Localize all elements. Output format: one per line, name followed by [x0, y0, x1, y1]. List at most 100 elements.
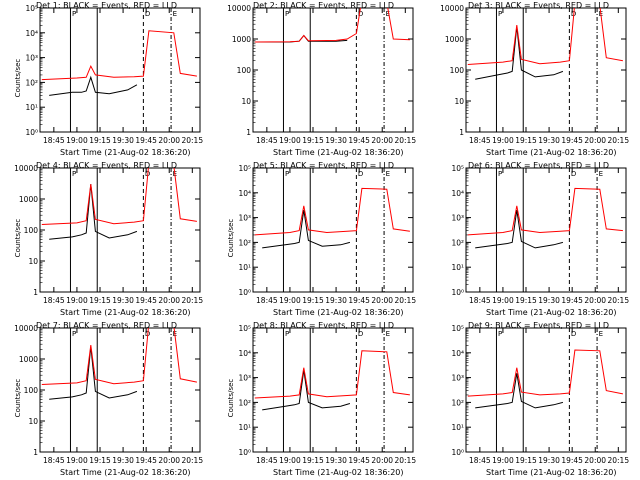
x-tick-label: 20:15 [607, 456, 629, 465]
x-tick-label: 19:30 [325, 136, 347, 145]
plot-frame [39, 7, 201, 133]
y-tick-label: 1 [33, 448, 38, 457]
y-tick-label: 10⁰ [451, 448, 464, 457]
x-tick-label: 19:00 [492, 296, 514, 305]
x-tick-label: 19:45 [561, 456, 583, 465]
x-tick-label: 19:00 [279, 136, 301, 145]
x-tick-label: 18:45 [256, 296, 278, 305]
y-tick-label: 10¹ [238, 423, 251, 432]
y-tick-label: 10⁰ [238, 288, 251, 297]
y-tick-label: 1000 [19, 195, 38, 204]
x-tick-label: 19:30 [325, 296, 347, 305]
y-tick-label: 10³ [451, 214, 464, 223]
x-tick-label: 19:15 [302, 136, 324, 145]
x-tick-label: 19:30 [538, 136, 560, 145]
panel-title: Det 3: BLACK = Events, RED = LLD [468, 1, 609, 10]
x-tick-label: 19:00 [66, 296, 88, 305]
y-tick-label: 10⁵ [25, 4, 38, 13]
x-axis-label: Start Time (21-Aug-02 18:36:20) [60, 468, 191, 477]
time-marker-label: E [386, 170, 390, 178]
y-tick-label: 10³ [25, 54, 38, 63]
x-tick-label: 19:30 [112, 456, 134, 465]
events-series-line [262, 210, 351, 249]
x-axis-label: Start Time (21-Aug-02 18:36:20) [486, 308, 617, 317]
x-tick-label: 19:15 [89, 296, 111, 305]
events-series-line [475, 373, 564, 409]
x-tick-label: 19:00 [66, 136, 88, 145]
y-tick-label: 10² [238, 238, 251, 247]
y-tick-label: 10⁵ [451, 164, 464, 173]
x-tick-label: 19:45 [561, 296, 583, 305]
x-tick-label: 20:15 [607, 136, 629, 145]
time-marker-label: P [72, 10, 76, 18]
x-tick-label: 19:00 [66, 456, 88, 465]
y-tick-label: 10⁰ [238, 448, 251, 457]
y-tick-label: 10 [28, 417, 38, 426]
events-series-line [475, 210, 564, 249]
lld-series-line [254, 8, 410, 43]
panel-title: Det 1: BLACK = Events, RED = LLD [36, 1, 177, 10]
time-marker-label: D [571, 170, 576, 178]
y-tick-label: 10³ [451, 374, 464, 383]
x-tick-label: 19:30 [112, 136, 134, 145]
x-tick-label: 18:45 [43, 136, 65, 145]
time-marker-label: E [173, 10, 177, 18]
y-tick-label: 10² [451, 398, 464, 407]
y-axis-label: Counts/sec [227, 218, 235, 258]
events-series-line [475, 26, 564, 80]
x-tick-label: 20:15 [394, 456, 416, 465]
detector-panel-8: 10⁰ 10¹ 10² 10³ 10⁴ 10⁵ 18:45 19:00 19:15 19:30 19… [213, 320, 426, 480]
x-tick-label: 20:00 [158, 456, 180, 465]
y-tick-label: 1000 [19, 355, 38, 364]
lld-series-line [41, 328, 197, 385]
time-marker-label: D [145, 10, 150, 18]
x-tick-label: 19:45 [348, 456, 370, 465]
time-marker-label: D [358, 10, 363, 18]
time-marker-label: E [599, 170, 603, 178]
x-tick-label: 20:15 [181, 136, 203, 145]
x-tick-label: 19:15 [302, 456, 324, 465]
chart-svg: 1 10 100 1000 10000 18:45 19:00 19:15 19:30 19:45… [14, 324, 203, 465]
y-tick-label: 10⁴ [451, 189, 464, 198]
lld-series-line [467, 8, 623, 65]
chart-svg: 1 10 100 1000 10000 18:45 19:00 19:15 19:30 19:45… [227, 4, 416, 145]
detector-panel-5: 10⁰ 10¹ 10² 10³ 10⁴ 10⁵ 18:45 19:00 19:15 19:30 19… [213, 160, 426, 320]
y-tick-label: 10000 [14, 324, 38, 333]
time-marker-label: P [72, 330, 76, 338]
x-tick-label: 20:00 [584, 296, 606, 305]
y-tick-label: 10⁵ [451, 324, 464, 333]
x-tick-label: 20:00 [371, 296, 393, 305]
y-tick-label: 10 [241, 97, 251, 106]
time-marker-label: P [285, 170, 289, 178]
x-tick-label: 19:00 [492, 456, 514, 465]
x-axis-label: Start Time (21-Aug-02 18:36:20) [273, 308, 404, 317]
panel-title: Det 8: BLACK = Events, RED = LLD [253, 321, 394, 330]
time-marker-label: P [285, 10, 289, 18]
chart-svg: 10⁰ 10¹ 10² 10³ 10⁴ 10⁵ 18:45 19:00 19:15 19:30 19… [238, 324, 416, 465]
y-tick-label: 10¹ [451, 263, 464, 272]
y-tick-label: 1000 [445, 35, 464, 44]
y-tick-label: 10⁴ [238, 349, 251, 358]
time-marker-label: D [358, 170, 363, 178]
y-axis-label: Counts/sec [14, 378, 22, 418]
x-axis-label: Start Time (21-Aug-02 18:36:20) [486, 148, 617, 157]
x-tick-label: 19:00 [492, 136, 514, 145]
lld-series-line [254, 187, 410, 236]
events-series-line [49, 346, 138, 400]
y-tick-label: 10 [454, 97, 464, 106]
time-marker-label: P [498, 10, 502, 18]
y-tick-label: 10² [238, 398, 251, 407]
x-tick-label: 20:00 [371, 456, 393, 465]
lld-series-line [254, 350, 410, 399]
x-tick-label: 19:45 [135, 136, 157, 145]
chart-svg: 10⁰ 10¹ 10² 10³ 10⁴ 10⁵ 18:45 19:00 19:15 19:30 19… [451, 164, 629, 305]
x-tick-label: 20:15 [607, 296, 629, 305]
x-tick-label: 20:15 [394, 136, 416, 145]
y-tick-label: 10⁴ [451, 349, 464, 358]
chart-svg: 10⁰ 10¹ 10² 10³ 10⁴ 10⁵ 18:45 19:00 19:15 19:30 19… [25, 4, 203, 145]
y-tick-label: 1 [33, 288, 38, 297]
time-marker-label: P [498, 170, 502, 178]
panel-title: Det 5: BLACK = Events, RED = LLD [253, 161, 394, 170]
detector-panel-7: 1 10 100 1000 10000 18:45 19:00 19:15 19:30 19:45… [0, 320, 213, 480]
